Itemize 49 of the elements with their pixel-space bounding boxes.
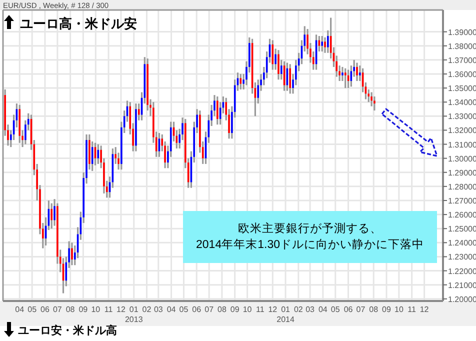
x-tick-label: 12: [268, 305, 278, 314]
x-tick-label: 06: [40, 305, 50, 314]
x-tick-label: 04: [15, 305, 25, 314]
candlestick: [370, 91, 372, 108]
x-tick-label: 09: [78, 305, 88, 314]
x-tick-label: 06: [344, 305, 354, 314]
candlestick: [374, 96, 376, 112]
candlestick: [97, 143, 100, 165]
x-tick-label: 04: [318, 305, 328, 314]
x-tick-label: 01 2014: [276, 305, 295, 324]
x-tick-label: 10: [394, 305, 404, 314]
candlestick: [289, 63, 291, 94]
x-tick-label: 07: [52, 305, 62, 314]
candlestick: [135, 102, 137, 152]
x-tick-label: 11: [256, 305, 265, 314]
x-tick-label: 12: [116, 305, 126, 314]
x-tick-label: 09: [230, 305, 240, 314]
x-tick-label: 08: [218, 305, 227, 314]
x-tick-label: 12: [420, 305, 430, 314]
x-tick-label: 09: [382, 305, 392, 314]
x-tick-label: 02: [294, 305, 304, 314]
candlestick: [216, 96, 218, 126]
x-tick-label: 06: [192, 305, 202, 314]
x-tick-label: 05: [28, 305, 38, 314]
x-tick-label: 04: [166, 305, 176, 314]
x-tick-label: 05: [330, 305, 340, 314]
x-tick-label: 11: [104, 305, 114, 314]
x-tick-label: 03: [154, 305, 164, 314]
x-tick-label: 05: [179, 305, 189, 314]
annotation: 欧米主要銀行が予測する、 2014年年末1.30ドルに向かい静かに下落中: [196, 221, 424, 251]
x-tick-label: 07: [356, 305, 366, 314]
candlestick: [240, 73, 242, 90]
candlestick: [50, 202, 53, 230]
x-tick-label: 10: [242, 305, 252, 314]
candlestick: [71, 242, 73, 266]
x-tick-label: 07: [204, 305, 214, 314]
x-tick-label: 10: [91, 305, 101, 314]
candlestick: [344, 68, 346, 89]
candlestick: [278, 49, 280, 80]
x-tick-label: 03: [306, 305, 316, 314]
candlestick: [321, 35, 323, 52]
x-tick-label: 01 2013: [124, 305, 144, 324]
annotation: ユーロ高・米ドル安: [20, 16, 137, 31]
x-tick-label: 08: [369, 305, 379, 314]
candlestick: [356, 62, 358, 82]
x-tick-label: 02: [142, 305, 152, 314]
text: ユーロ安・米ドル高: [18, 324, 117, 337]
x-tick-label: 11: [408, 305, 417, 314]
x-tick-label: 08: [66, 305, 76, 314]
